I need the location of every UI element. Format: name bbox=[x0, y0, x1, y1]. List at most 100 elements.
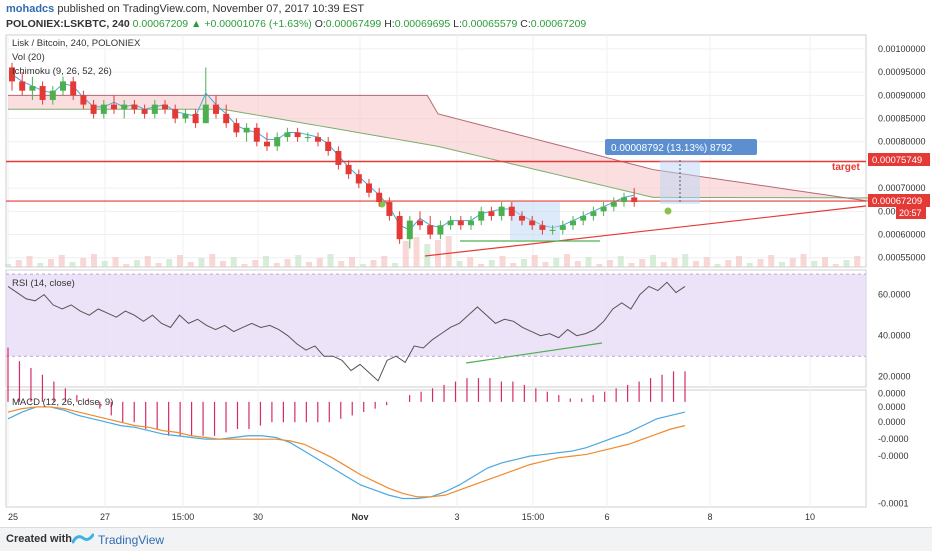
macd-series bbox=[7, 347, 686, 500]
macd-title: MACD (12, 26, close, 9) bbox=[12, 397, 113, 408]
candle-body bbox=[284, 132, 291, 138]
volume-bar bbox=[564, 254, 570, 267]
rsi-series bbox=[6, 273, 866, 382]
volume-bar bbox=[628, 263, 635, 267]
author-name[interactable]: mohadcs bbox=[6, 3, 55, 15]
user-drawings[interactable] bbox=[6, 160, 867, 257]
volume-bar bbox=[263, 256, 269, 267]
time-tick-label: 10 bbox=[805, 512, 815, 522]
candle-body bbox=[427, 225, 434, 235]
candle-body bbox=[304, 137, 311, 139]
current-price-tag bbox=[868, 194, 930, 207]
candle-body bbox=[590, 211, 597, 216]
candle-body bbox=[406, 220, 413, 240]
macd-tick-label: -0.0000 bbox=[878, 451, 909, 461]
volume-bar bbox=[220, 261, 226, 267]
volume-bars bbox=[5, 236, 861, 267]
candle-body bbox=[457, 220, 464, 226]
candle-body bbox=[19, 81, 26, 91]
candle-body bbox=[192, 113, 199, 124]
high-label: H: bbox=[384, 18, 395, 30]
time-axis: 25 27 15:00 30 Nov 3 15:00 6 8 10 bbox=[8, 512, 815, 522]
candle-body bbox=[172, 109, 179, 119]
volume-bar bbox=[779, 262, 785, 267]
volume-bar bbox=[134, 260, 140, 267]
volume-bar bbox=[682, 254, 689, 267]
volume-bar bbox=[488, 260, 495, 267]
price-tick-label: 0.00095000 bbox=[878, 67, 926, 77]
signal-dot bbox=[664, 207, 672, 215]
volume-bar bbox=[209, 254, 216, 267]
volume-bar bbox=[402, 241, 409, 267]
candle-body bbox=[621, 197, 627, 203]
volume-bar bbox=[553, 258, 560, 267]
volume-bar bbox=[639, 259, 646, 267]
close-label: C: bbox=[520, 18, 531, 30]
price-tick-label: 0.00060000 bbox=[878, 230, 926, 240]
price-pane-title: Lisk / Bitcoin, 240, POLONIEX bbox=[12, 38, 141, 49]
candle-body bbox=[478, 211, 485, 221]
volume-bar bbox=[413, 237, 420, 267]
volume-bar bbox=[585, 257, 592, 267]
volume-bar bbox=[542, 262, 549, 267]
volume-bar bbox=[703, 257, 710, 267]
candle-body bbox=[325, 141, 332, 151]
candle-body bbox=[335, 151, 342, 165]
time-tick-label: 8 bbox=[707, 512, 712, 522]
volume-bar bbox=[768, 255, 775, 267]
macd-tick-label: 0.0000 bbox=[878, 388, 906, 398]
price-tick-label: 0.00070000 bbox=[878, 183, 926, 193]
ichimoku-title: Ichimoku (9, 26, 52, 26) bbox=[12, 66, 112, 77]
candle-body bbox=[529, 220, 536, 226]
candle-body bbox=[233, 123, 240, 133]
countdown-text: 20:57 bbox=[899, 208, 922, 218]
candle-body bbox=[468, 220, 474, 226]
open-label: O: bbox=[314, 18, 326, 30]
rsi-title: RSI (14, close) bbox=[12, 278, 75, 289]
macd-signal-line bbox=[7, 406, 686, 498]
rsi-tick-label: 60.0000 bbox=[878, 290, 911, 300]
price-tick-label: 0.00100000 bbox=[878, 44, 926, 54]
candle-body bbox=[294, 132, 301, 138]
price-change: +0.00001076 (+1.63%) bbox=[204, 18, 312, 30]
symbol-name[interactable]: POLONIEX:LSKBTC, 240 bbox=[6, 18, 130, 30]
candle-body bbox=[519, 215, 525, 221]
rsi-line bbox=[7, 281, 686, 382]
target-price-text: 0.00075749 bbox=[872, 155, 922, 166]
candle-body bbox=[376, 192, 383, 203]
tradingview-brand[interactable]: TradingView bbox=[98, 533, 165, 547]
macd-pane[interactable] bbox=[5, 389, 867, 508]
time-tick-label: 15:00 bbox=[522, 512, 545, 522]
volume-bar bbox=[800, 254, 807, 267]
volume-bar bbox=[725, 260, 732, 267]
volume-bar bbox=[359, 264, 366, 267]
volume-bar bbox=[15, 260, 22, 267]
price-tick-label: 0.00085000 bbox=[878, 114, 926, 124]
candle-body bbox=[274, 137, 281, 147]
tradingview-logo-icon[interactable] bbox=[72, 531, 94, 547]
candle-body bbox=[121, 104, 128, 110]
time-tick-label: 30 bbox=[253, 512, 263, 522]
candle-body bbox=[386, 202, 393, 216]
time-tick-label: Nov bbox=[351, 512, 368, 522]
volume-bar bbox=[48, 259, 54, 267]
candle-body bbox=[49, 90, 56, 100]
measure-label-box[interactable] bbox=[605, 139, 757, 155]
chart-canvas[interactable]: 0.00100000 0.00095000 0.00090000 0.00085000… bbox=[0, 0, 932, 527]
macd-tick-label: 0.0000 bbox=[878, 417, 906, 427]
volume-bar bbox=[757, 259, 764, 267]
candle-body bbox=[366, 183, 372, 193]
volume-bar bbox=[650, 255, 656, 267]
candle-body bbox=[539, 225, 546, 230]
candle-body bbox=[90, 104, 97, 114]
published-text: published on TradingView.com, November 0… bbox=[57, 3, 365, 15]
candle-body bbox=[80, 95, 87, 105]
volume-bar bbox=[671, 258, 678, 267]
volume-bar bbox=[596, 264, 603, 267]
signal-dot bbox=[378, 200, 386, 208]
volume-bar bbox=[80, 258, 87, 267]
candle-body bbox=[570, 220, 576, 226]
candle-body bbox=[162, 104, 168, 110]
candle-body bbox=[202, 104, 209, 124]
volume-bar bbox=[166, 259, 173, 267]
